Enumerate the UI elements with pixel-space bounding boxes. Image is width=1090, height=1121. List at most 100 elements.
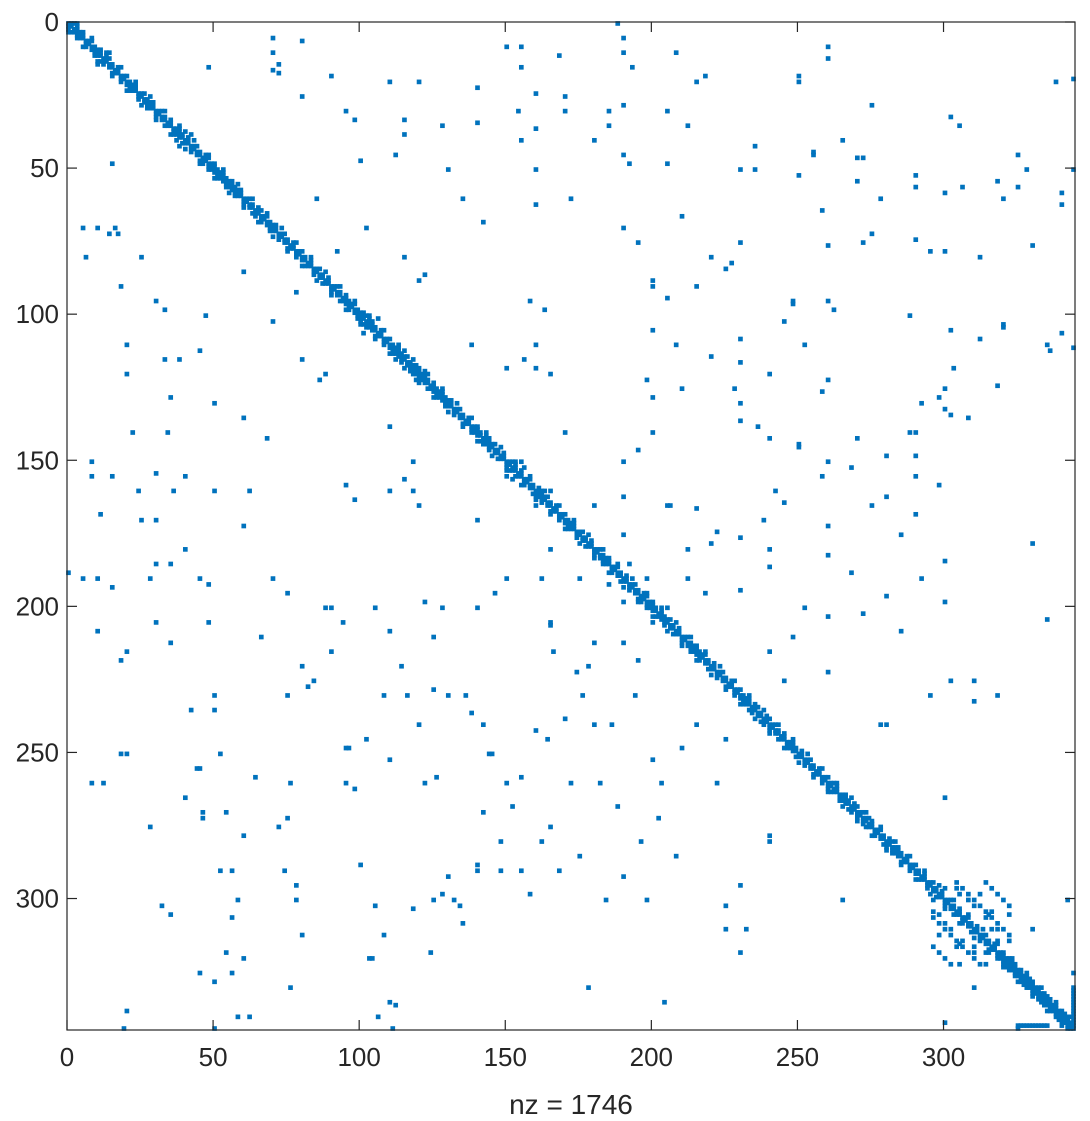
nonzero-point [951,906,957,912]
nonzero-point [577,853,583,859]
nonzero-point [796,444,802,450]
nonzero-point [212,161,217,167]
nonzero-point [580,693,586,698]
nonzero-point [267,222,273,228]
nonzero-point [758,719,764,725]
nonzero-point [314,196,320,202]
nonzero-point [346,298,352,304]
nonzero-point [253,208,258,213]
nonzero-point [223,175,229,181]
nonzero-point [536,494,542,500]
x-tick-label: 250 [776,1042,819,1072]
nonzero-point [238,187,244,193]
nonzero-point [136,94,141,99]
nonzero-point [1059,1008,1065,1014]
nonzero-point [369,324,375,330]
nonzero-point [396,345,401,351]
nonzero-point [1062,1017,1068,1023]
nonzero-point [256,219,261,225]
nonzero-point [475,120,480,126]
nonzero-point [796,754,802,760]
nonzero-point [492,447,498,453]
nonzero-point [1033,1023,1038,1028]
nonzero-point [1059,190,1065,196]
nonzero-point [1006,932,1012,938]
nonzero-point [796,73,802,79]
nonzero-point [288,780,293,786]
nonzero-point [966,923,971,929]
nonzero-point [860,240,866,245]
nonzero-point [1047,1002,1053,1008]
nonzero-point [115,64,121,70]
nonzero-point [440,398,445,403]
nonzero-point [177,143,182,149]
nonzero-point [854,804,860,809]
nonzero-point [422,780,428,786]
nonzero-point [1006,903,1012,909]
nonzero-point [723,903,729,909]
nonzero-point [329,292,334,298]
nonzero-point [694,643,699,649]
nonzero-point [270,319,276,324]
nonzero-point [644,897,650,903]
nonzero-point [603,561,609,567]
nonzero-point [840,798,846,803]
nonzero-point [285,237,290,242]
nonzero-point [913,173,919,178]
nonzero-point [305,263,311,269]
nonzero-point [562,108,568,114]
nonzero-point [518,64,524,70]
nonzero-point [235,190,241,196]
nonzero-point [776,736,781,742]
nonzero-point [890,847,895,853]
nonzero-point [983,950,989,955]
nonzero-point [781,745,787,751]
nonzero-point [942,190,948,196]
nonzero-point [171,488,176,494]
nonzero-point [413,362,419,368]
nonzero-point [898,853,904,859]
nonzero-point [548,824,553,830]
nonzero-point [548,620,553,625]
nonzero-point [361,316,366,321]
nonzero-point [533,503,539,508]
nonzero-point [971,985,977,990]
nonzero-point [279,234,285,240]
nonzero-point [1053,1008,1059,1014]
nonzero-point [1033,985,1038,990]
nonzero-point [936,912,942,917]
nonzero-point [542,494,548,500]
nonzero-point [118,73,124,79]
nonzero-point [1053,1002,1059,1008]
nonzero-point [580,535,586,541]
nonzero-point [828,780,834,786]
nonzero-point [983,915,989,920]
nonzero-point [568,523,574,529]
nonzero-point [539,500,545,505]
nonzero-point [337,289,343,295]
nonzero-point [253,211,258,216]
nonzero-point [957,961,962,967]
nonzero-point [302,263,308,269]
nonzero-point [197,970,203,976]
nonzero-point [1024,976,1030,982]
nonzero-point [399,354,404,359]
nonzero-point [1071,994,1076,999]
nonzero-point [416,374,422,380]
nonzero-point [705,660,711,666]
nonzero-point [854,436,860,441]
nonzero-point [372,903,378,909]
nonzero-point [109,585,115,590]
nonzero-point [369,327,375,333]
nonzero-point [545,736,550,742]
nonzero-point [878,833,884,839]
nonzero-point [872,827,878,833]
nonzero-point [232,190,238,196]
nonzero-point [410,365,416,371]
nonzero-point [895,850,901,856]
nonzero-point [83,41,89,47]
nonzero-point [247,1014,252,1020]
nonzero-point [422,374,428,380]
nonzero-point [825,614,831,619]
